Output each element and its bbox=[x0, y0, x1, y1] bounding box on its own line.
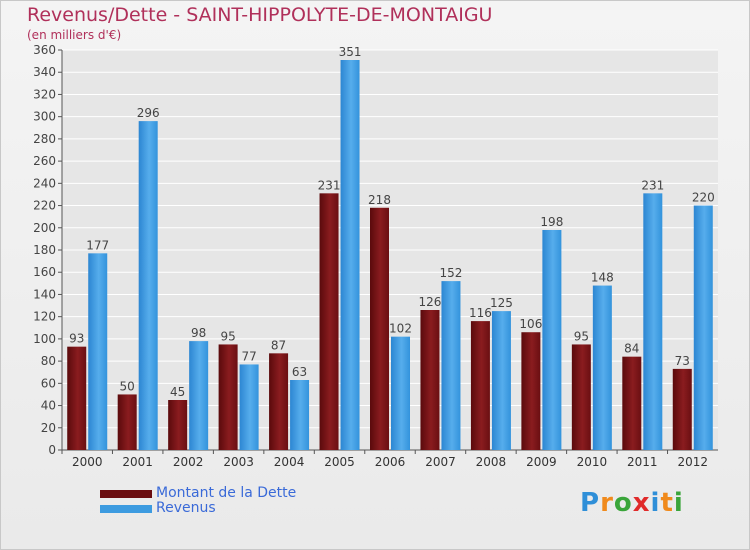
data-label-dette: 50 bbox=[120, 379, 135, 393]
y-tick-label: 360 bbox=[33, 43, 56, 57]
y-tick-label: 340 bbox=[33, 65, 56, 79]
y-tick-label: 280 bbox=[33, 132, 56, 146]
y-tick-label: 320 bbox=[33, 87, 56, 101]
y-tick-label: 180 bbox=[33, 243, 56, 257]
bar-dette bbox=[117, 394, 137, 450]
bar-dette bbox=[622, 356, 642, 450]
bar-revenus bbox=[189, 341, 209, 450]
bar-revenus bbox=[441, 281, 461, 450]
data-label-dette: 84 bbox=[624, 342, 639, 356]
logo-letter: t bbox=[660, 488, 674, 518]
logo-letter: P bbox=[580, 488, 601, 518]
bar-revenus bbox=[290, 380, 310, 450]
data-label-dette: 116 bbox=[469, 306, 492, 320]
bar-revenus bbox=[391, 336, 410, 450]
y-tick-label: 120 bbox=[33, 310, 56, 324]
logo-letter: i bbox=[650, 488, 661, 518]
bar-dette bbox=[319, 193, 339, 451]
bar-dette bbox=[67, 346, 87, 450]
y-tick-label: 0 bbox=[48, 443, 56, 457]
data-label-dette: 45 bbox=[170, 385, 185, 399]
y-tick-label: 240 bbox=[33, 176, 56, 190]
bar-dette bbox=[269, 353, 289, 450]
logo-letter: x bbox=[632, 488, 651, 518]
y-tick-label: 80 bbox=[41, 354, 56, 368]
data-label-dette: 95 bbox=[220, 329, 235, 343]
x-tick-label: 2003 bbox=[223, 455, 254, 469]
y-tick-label: 260 bbox=[33, 154, 56, 168]
bar-dette bbox=[420, 310, 440, 450]
y-tick-label: 20 bbox=[41, 421, 56, 435]
data-label-revenus: 63 bbox=[292, 365, 307, 379]
x-tick-label: 2007 bbox=[425, 455, 456, 469]
data-label-dette: 95 bbox=[574, 329, 589, 343]
proxiti-logo: Proxiti bbox=[580, 488, 684, 518]
x-tick-label: 2005 bbox=[324, 455, 355, 469]
data-label-revenus: 296 bbox=[137, 106, 160, 120]
bar-revenus bbox=[491, 311, 511, 450]
data-label-dette: 87 bbox=[271, 338, 286, 352]
x-tick-label: 2012 bbox=[677, 455, 708, 469]
chart-title: Revenus/Dette - SAINT-HIPPOLYTE-DE-MONTA… bbox=[27, 4, 493, 26]
bar-dette bbox=[470, 321, 490, 450]
bar-revenus bbox=[643, 193, 663, 451]
data-label-revenus: 198 bbox=[540, 215, 563, 229]
bar-revenus bbox=[138, 121, 158, 450]
bar-revenus bbox=[340, 60, 360, 450]
data-label-revenus: 220 bbox=[692, 191, 715, 205]
data-label-revenus: 98 bbox=[191, 326, 206, 340]
bar-dette bbox=[370, 207, 389, 450]
data-label-dette: 126 bbox=[419, 295, 442, 309]
data-label-revenus: 152 bbox=[440, 266, 463, 280]
bar-dette bbox=[672, 368, 692, 450]
legend-label-revenus: Revenus bbox=[156, 500, 216, 516]
data-label-dette: 93 bbox=[69, 332, 84, 346]
y-tick-label: 160 bbox=[33, 265, 56, 279]
bar-revenus bbox=[542, 230, 562, 450]
y-tick-label: 60 bbox=[41, 376, 56, 390]
x-tick-label: 2008 bbox=[476, 455, 507, 469]
bar-dette bbox=[218, 344, 238, 450]
data-label-revenus: 231 bbox=[641, 178, 664, 192]
data-label-dette: 73 bbox=[675, 354, 690, 368]
chart-subtitle: (en milliers d'€) bbox=[27, 28, 122, 42]
x-tick-label: 2002 bbox=[173, 455, 204, 469]
data-label-dette: 106 bbox=[519, 317, 542, 331]
y-tick-label: 40 bbox=[41, 399, 56, 413]
data-label-revenus: 177 bbox=[86, 238, 109, 252]
logo-letter: o bbox=[613, 488, 633, 518]
data-label-revenus: 125 bbox=[490, 296, 513, 310]
x-tick-label: 2004 bbox=[274, 455, 305, 469]
data-label-revenus: 102 bbox=[389, 322, 412, 336]
y-tick-label: 140 bbox=[33, 287, 56, 301]
logo-letter: i bbox=[673, 488, 684, 518]
x-tick-label: 2010 bbox=[577, 455, 608, 469]
data-label-dette: 231 bbox=[318, 178, 341, 192]
bar-revenus bbox=[239, 364, 259, 450]
legend-swatch-revenus bbox=[100, 505, 152, 513]
bar-revenus bbox=[592, 285, 612, 450]
logo-letter: r bbox=[600, 488, 614, 518]
bar-dette bbox=[168, 400, 188, 450]
legend-label-dette: Montant de la Dette bbox=[156, 485, 297, 501]
y-tick-label: 200 bbox=[33, 221, 56, 235]
x-tick-label: 2000 bbox=[72, 455, 103, 469]
x-tick-label: 2011 bbox=[627, 455, 658, 469]
bar-revenus bbox=[88, 253, 108, 450]
bar-revenus bbox=[693, 205, 713, 450]
y-tick-label: 220 bbox=[33, 199, 56, 213]
y-tick-label: 300 bbox=[33, 110, 56, 124]
x-tick-label: 2006 bbox=[375, 455, 406, 469]
bar-dette bbox=[571, 344, 591, 450]
data-label-revenus: 77 bbox=[241, 349, 256, 363]
x-tick-label: 2009 bbox=[526, 455, 557, 469]
data-label-revenus: 351 bbox=[339, 45, 362, 59]
data-label-revenus: 148 bbox=[591, 271, 614, 285]
data-label-dette: 218 bbox=[368, 193, 391, 207]
x-tick-label: 2001 bbox=[122, 455, 153, 469]
bar-dette bbox=[521, 332, 541, 450]
y-tick-label: 100 bbox=[33, 332, 56, 346]
legend-swatch-dette bbox=[100, 490, 152, 498]
